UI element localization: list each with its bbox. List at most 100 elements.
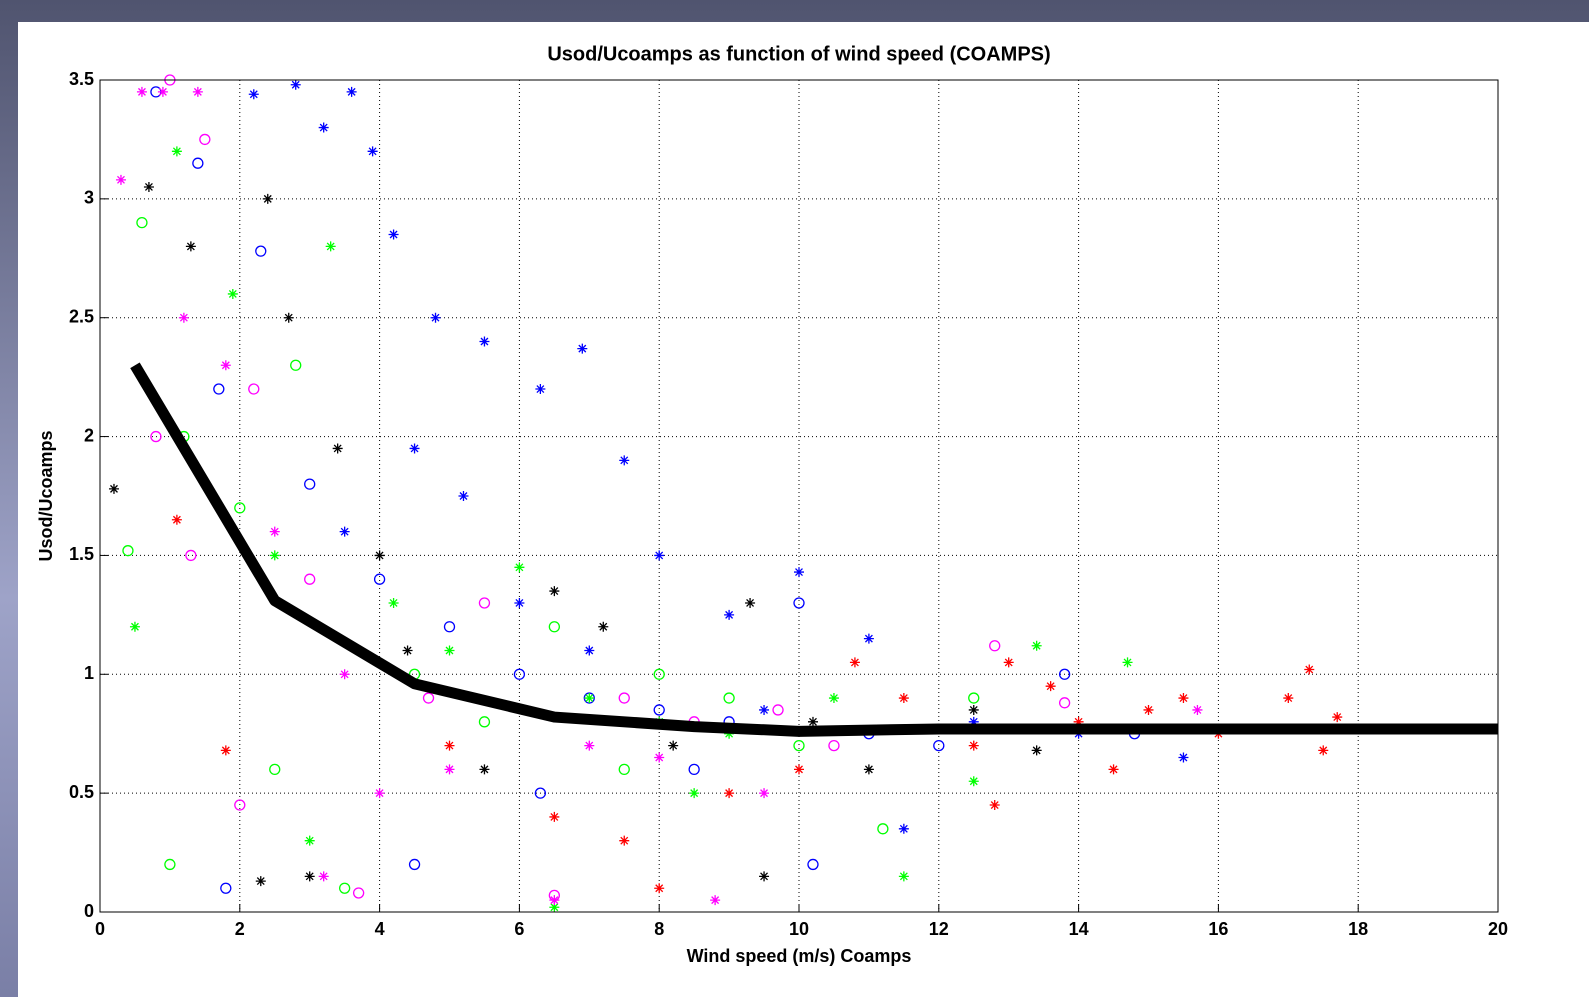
point <box>318 871 329 882</box>
point <box>723 692 735 704</box>
point <box>408 858 421 871</box>
point <box>199 133 211 146</box>
point <box>304 478 316 490</box>
point <box>1318 745 1329 756</box>
y-tick-label: 0.5 <box>69 782 94 802</box>
point <box>513 668 526 680</box>
point <box>549 811 560 822</box>
plot-frame <box>99 79 1499 913</box>
point <box>388 229 399 240</box>
point <box>618 692 630 704</box>
point <box>458 491 469 501</box>
point <box>422 692 435 704</box>
point <box>367 146 378 157</box>
point <box>1143 704 1154 715</box>
point <box>269 763 281 776</box>
point <box>654 550 665 561</box>
point <box>171 146 182 157</box>
point <box>220 360 231 371</box>
y-tick-label: 2 <box>84 425 94 445</box>
x-tick-label: 8 <box>654 919 664 939</box>
point <box>898 823 909 834</box>
x-tick-label: 6 <box>514 919 524 939</box>
point <box>185 549 197 562</box>
point <box>409 443 420 454</box>
point <box>171 514 182 525</box>
point <box>689 788 700 799</box>
x-tick-label: 2 <box>235 919 245 939</box>
point <box>745 597 756 608</box>
point <box>339 526 350 537</box>
point <box>143 181 154 192</box>
point <box>1045 681 1056 692</box>
point <box>332 443 343 454</box>
x-tick-label: 20 <box>1488 919 1508 939</box>
point <box>1304 664 1315 675</box>
point <box>989 800 1000 811</box>
point <box>338 882 351 894</box>
point <box>535 384 546 395</box>
point <box>255 876 266 887</box>
point <box>136 216 148 229</box>
point <box>1058 697 1071 709</box>
point <box>269 550 280 561</box>
point <box>192 157 204 169</box>
point <box>548 889 560 902</box>
point <box>668 740 679 751</box>
point <box>220 745 231 756</box>
point <box>1122 657 1133 668</box>
point <box>1058 668 1071 680</box>
point <box>863 764 874 775</box>
point <box>710 895 721 906</box>
y-tick-label: 0 <box>84 901 94 921</box>
point <box>724 728 735 739</box>
x-tick-label: 18 <box>1348 919 1368 939</box>
point <box>793 739 805 752</box>
point <box>1031 745 1042 756</box>
point <box>1283 693 1294 704</box>
point <box>444 740 455 751</box>
point <box>548 621 560 633</box>
point <box>863 633 874 644</box>
point <box>129 621 140 632</box>
point <box>794 764 804 775</box>
point <box>759 871 770 882</box>
point <box>478 597 491 609</box>
point <box>290 359 302 371</box>
point <box>968 776 979 787</box>
point <box>1192 704 1203 715</box>
point <box>304 871 315 882</box>
point <box>584 740 595 751</box>
y-tick-label: 1 <box>84 663 94 683</box>
point <box>653 704 665 716</box>
point <box>968 692 980 704</box>
point <box>1178 752 1189 763</box>
point <box>807 858 819 871</box>
chart-title: Usod/Ucoamps as function of wind speed (… <box>547 43 1050 65</box>
point <box>1073 716 1084 727</box>
point <box>339 669 350 680</box>
point <box>262 193 273 204</box>
point <box>653 668 665 680</box>
point <box>514 562 525 573</box>
point <box>178 312 189 323</box>
point <box>304 835 315 846</box>
point <box>220 882 232 894</box>
point <box>444 764 455 775</box>
point <box>549 902 560 913</box>
point <box>479 764 490 775</box>
point <box>234 799 246 811</box>
point <box>1031 640 1042 651</box>
point <box>1332 712 1343 723</box>
point <box>444 645 455 656</box>
point <box>283 312 294 323</box>
point <box>478 716 491 728</box>
point <box>849 657 860 668</box>
point <box>122 545 134 557</box>
point <box>352 887 365 899</box>
point <box>269 526 280 537</box>
point <box>115 174 126 185</box>
point <box>157 86 168 97</box>
point <box>654 752 665 763</box>
